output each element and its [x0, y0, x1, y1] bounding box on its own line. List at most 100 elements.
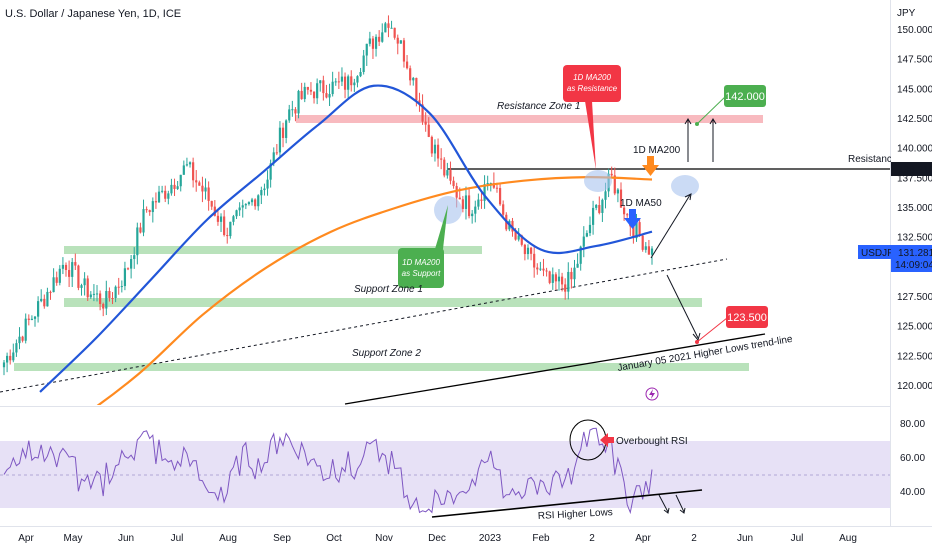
candle-body: [632, 226, 635, 239]
candle-body: [582, 236, 585, 247]
rsi-tick: 60.00: [900, 453, 925, 464]
candle-body: [551, 274, 554, 283]
candle-body: [117, 286, 120, 288]
candle-body: [61, 264, 65, 269]
support-zone-2: [14, 363, 749, 371]
candle-body: [86, 278, 89, 298]
resistance-label: Resistance: [848, 154, 898, 165]
price-tick: 127.500: [897, 292, 932, 303]
candle-body: [204, 187, 207, 192]
candle-body: [275, 152, 278, 154]
ma200-resistance-text-2: as Resistance: [567, 84, 618, 93]
candle-body: [198, 182, 201, 186]
time-tick: Aug: [219, 533, 237, 544]
candle-body: [343, 76, 347, 90]
candle-body: [353, 82, 356, 86]
candle-body: [539, 268, 542, 270]
candle-body: [393, 27, 396, 38]
candle-body: [399, 40, 402, 44]
candle-body: [226, 234, 229, 237]
candle-body: [622, 207, 626, 215]
candle-body: [167, 193, 170, 199]
candle-body: [626, 214, 629, 216]
ma200-support-text-2: as Support: [402, 269, 441, 278]
candle-body: [2, 362, 6, 368]
lightning-icon[interactable]: [645, 387, 659, 401]
candle-body: [365, 43, 368, 56]
candle-body: [157, 191, 161, 203]
candle-body: [430, 136, 433, 154]
candle-body: [443, 159, 446, 176]
candle-body: [520, 235, 523, 245]
time-tick: May: [64, 533, 83, 544]
candle-body: [644, 246, 647, 250]
time-tick: Jul: [171, 533, 184, 544]
countdown-text: 14:09:04: [895, 260, 932, 271]
last-price-text: 131.281: [898, 248, 932, 259]
target-down-text: 123.500: [727, 312, 767, 324]
rsi-higher-lows-label: RSI Higher Lows: [538, 507, 614, 522]
candle-body: [616, 189, 619, 194]
candle-body: [334, 81, 337, 83]
candle-body: [247, 202, 251, 205]
rsi-down-arrow-1: [658, 494, 670, 514]
candle-body: [123, 268, 127, 287]
candle-body: [384, 23, 387, 33]
candle-body: [427, 124, 430, 137]
target-up-badge: 142.000: [724, 85, 766, 107]
candle-body: [111, 297, 114, 299]
candle-body: [359, 71, 362, 77]
price-tick: 120.000: [897, 381, 932, 392]
rsi-line: [3, 427, 653, 515]
candle-body: [235, 210, 238, 217]
candle-body: [179, 174, 182, 187]
candle-body: [154, 201, 158, 203]
time-axis-ticks[interactable]: Apr May Jun Jul Aug Sep Oct Nov Dec 2023 Feb 2 Apr 2 J…: [18, 533, 857, 544]
candle-body: [108, 290, 111, 298]
candle-body: [43, 298, 46, 307]
candle-body: [440, 158, 443, 160]
candle-body: [254, 199, 257, 207]
candle-body: [12, 352, 15, 361]
target-down-badge: 123.500: [726, 306, 768, 328]
candle-body: [464, 195, 468, 209]
candle-body: [102, 304, 105, 309]
candle-body: [133, 255, 136, 260]
candle-body: [374, 36, 378, 49]
resistance-price-text: 138.210: [898, 165, 932, 176]
candle-body: [105, 290, 108, 309]
candle-body: [405, 61, 409, 69]
candle-body: [89, 294, 92, 298]
candle-body: [396, 37, 399, 44]
overbought-arrow: [600, 433, 614, 447]
target-down-dot: [695, 340, 699, 344]
candle-body: [294, 109, 297, 114]
candle-body: [591, 207, 595, 225]
candle-body: [495, 187, 499, 189]
price-tick: 142.500: [897, 114, 932, 125]
candle-body: [55, 277, 58, 283]
candle-body: [99, 293, 102, 305]
candle-body: [498, 188, 502, 205]
projection-ellipse: [671, 175, 699, 197]
resistance-price-badge: 138.210: [891, 162, 932, 176]
candles-group: [2, 15, 654, 376]
candle-body: [542, 268, 545, 271]
candle-body: [471, 213, 474, 217]
candle-body: [424, 121, 427, 125]
target-up-text: 142.000: [725, 91, 765, 103]
candle-body: [92, 293, 96, 295]
support-touch-ellipse: [434, 196, 462, 224]
candle-body: [350, 76, 353, 86]
candle-body: [604, 191, 607, 200]
up-arrow-2: [709, 118, 717, 162]
last-price-badge: USDJPY 131.281 14:09:04: [858, 245, 932, 272]
candle-body: [477, 199, 480, 207]
candle-body: [449, 170, 452, 181]
resistance-zone-1: [296, 115, 763, 123]
candle-body: [58, 268, 61, 283]
candle-body: [272, 152, 275, 164]
candle-body: [232, 216, 235, 222]
candle-body: [238, 207, 241, 211]
